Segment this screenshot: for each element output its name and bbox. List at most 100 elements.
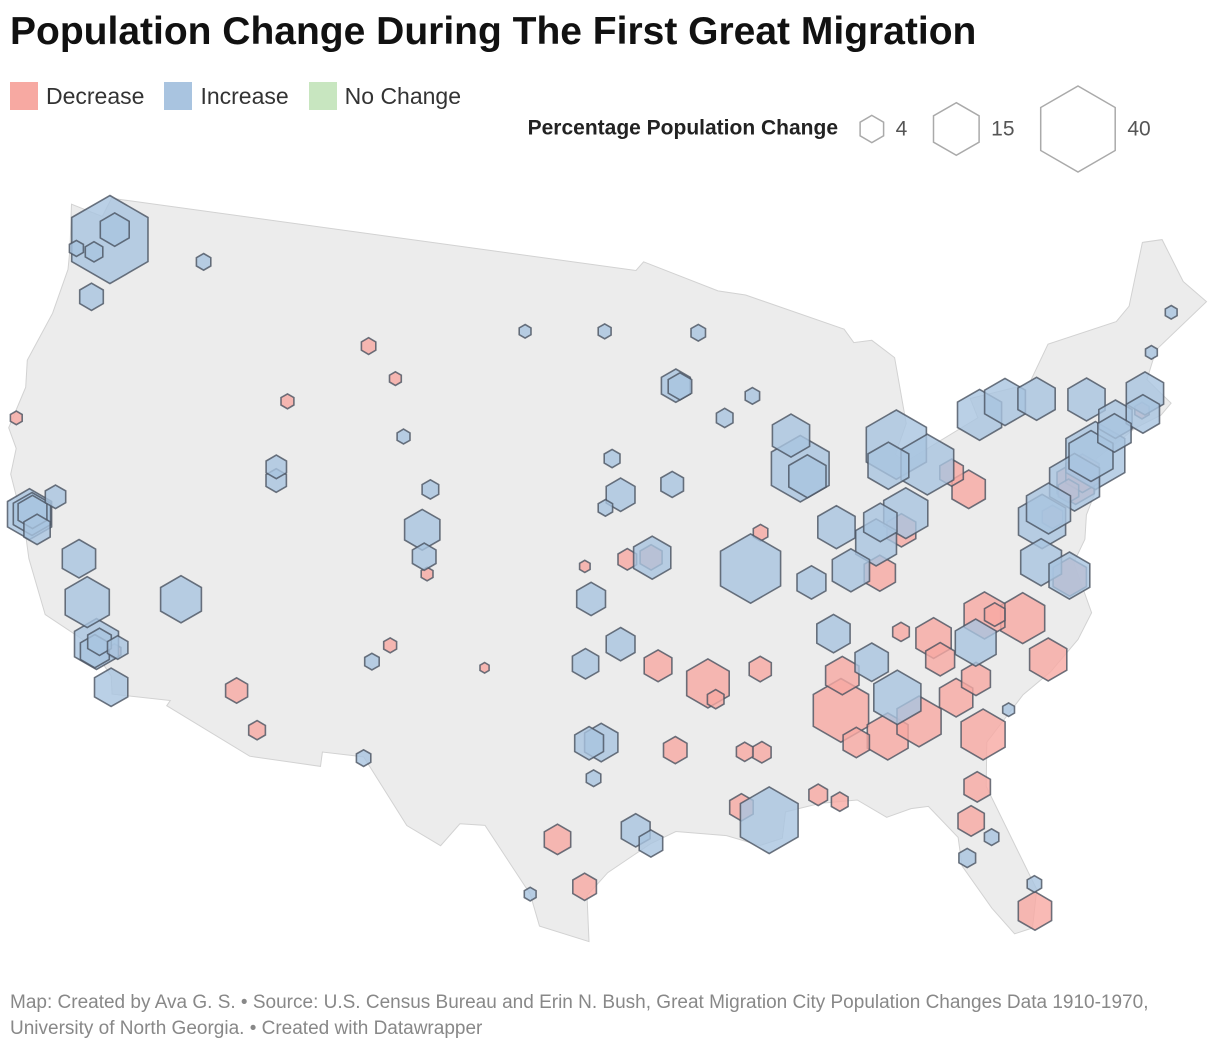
city-hex [1048,551,1091,601]
city-hex [1144,344,1159,361]
city-hex [64,575,111,629]
city-hex [44,484,67,510]
city-hex [638,828,664,859]
city-hex [983,827,1000,847]
city-hex [9,410,24,426]
city-hex [831,547,871,593]
city-hex [830,791,849,813]
city-hex [1067,377,1106,422]
city-hex [597,498,614,518]
city-hex [1025,482,1072,535]
city-hex [84,240,104,263]
city-hex [744,386,761,406]
city-hex [706,688,725,710]
city-hex [1164,304,1178,321]
city-hex [360,336,377,356]
city-hex [159,574,203,624]
city-hex [99,211,130,248]
city-hex [411,542,437,572]
city-hex [771,413,811,459]
city-hex [523,886,537,902]
legend-item: No Change [308,82,462,110]
city-hex [421,478,440,501]
city-hex [388,370,403,387]
city-hex [396,428,411,445]
city-hex [585,768,602,788]
city-hex [787,453,827,499]
city-hex [748,655,773,683]
city-hex [954,618,997,668]
city-hex [597,322,612,340]
legend-swatch [10,82,38,110]
city-hex [662,735,688,765]
city-hex [23,513,52,546]
city-hex [924,641,956,677]
city-hex [1125,393,1161,435]
legend-label: Increase [200,82,289,109]
city-hex [1097,412,1132,454]
city-hex [960,661,992,697]
city-hex [796,564,827,601]
legend-label: No Change [344,82,462,109]
city-hex [751,740,772,764]
city-hex [1017,376,1056,422]
city-hex [963,770,992,804]
size-legend-label: 15 [991,118,1014,141]
city-hex [68,239,85,258]
city-hex [815,613,851,654]
city-hex [862,502,898,543]
city-hex [867,441,910,491]
chart-title: Population Change During The First Great… [10,10,977,53]
city-hex [643,648,673,683]
city-hex [854,642,890,683]
city-hex [667,371,693,401]
city-hex [808,783,829,807]
city-hex [872,669,922,726]
city-hex [603,448,621,469]
city-hex [1026,874,1043,894]
city-hex [93,667,129,708]
city-hex [960,708,1006,761]
city-hex [265,454,288,480]
legend-label: Decrease [46,82,145,109]
city-hex [479,661,490,675]
city-hex [632,535,672,581]
size-legend-label: 4 [896,118,908,141]
city-hex [247,719,267,741]
city-hex [61,538,97,579]
city-hex [735,741,754,763]
legend-item: Increase [164,82,289,110]
legend: Decrease Increase No Change [10,82,461,110]
city-hex [382,636,398,654]
city-hex [78,282,105,312]
legend-item: Decrease [10,82,144,110]
city-hex [842,726,871,759]
city-hex [195,252,212,272]
city-hex [715,407,734,429]
city-hex [106,634,129,661]
city-hex [573,725,605,761]
city-hex [605,477,636,513]
city-hex [224,676,249,705]
city-hex [355,748,372,768]
city-hex [571,647,600,680]
size-legend-hex [932,101,980,157]
city-hex [660,470,685,499]
city-hex [812,677,870,744]
city-hex [518,323,532,340]
city-hex [543,823,572,856]
size-legend-hex [1039,85,1116,173]
city-hex [958,847,977,869]
city-hex [1028,637,1068,682]
city-hex [739,785,799,855]
city-hex [719,532,782,605]
city-hex [605,626,636,662]
city-hex [1001,701,1016,718]
city-hex [983,601,1006,628]
city-hex [363,652,381,671]
legend-swatch [308,82,337,110]
city-hex [86,627,113,657]
city-hex [1017,890,1053,932]
